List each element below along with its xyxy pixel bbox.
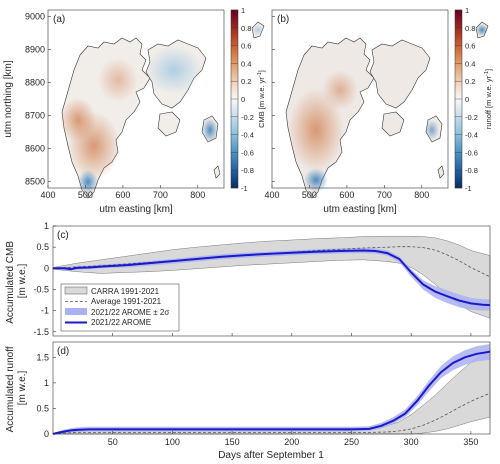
colorbar-tick-label: -0.8: [241, 166, 254, 175]
map-a: [60, 21, 265, 199]
x-tick-label: 150: [225, 437, 240, 447]
y-tick-label: 0: [44, 429, 49, 439]
axes-d: [52, 341, 491, 435]
y-tick-label: 8600: [25, 143, 45, 153]
colorbar-tick-label: -0.6: [465, 148, 478, 157]
x-axis-label-d: Days after September 1: [218, 450, 324, 461]
y-tick-label: 9000: [25, 12, 45, 22]
series-band-arome: [53, 248, 490, 311]
x-tick-label: 600: [115, 190, 130, 200]
panel-a: 400 500 600 700 800850086008700880089009000 …: [3, 6, 266, 215]
colorbar-tick-label: 0.8: [241, 24, 251, 33]
axis-ticks-a: 400 500 600 700 800 8500 8600 8700 8800 8900 9000: [25, 12, 205, 200]
y-axis-label-d: Accumulated runoff [m w.e.]: [5, 344, 28, 433]
x-tick-label: 600: [339, 190, 354, 200]
panel-c: 1 0.5 0 -0.5 -1 -1.5 (c) Accumulated CMB [m w…: [5, 221, 491, 337]
x-axis-label-a: utm easting [km]: [99, 204, 173, 215]
axis-ticks-b: 400 500 600 700 800: [264, 16, 429, 200]
colorbar-ticks-b: 1 0.8 0.6 0.4 0.2 0 -0.2 -0.4 -0.6 -0.8 -1: [455, 6, 478, 193]
x-tick-label: 800: [190, 190, 205, 200]
axes-b: [271, 9, 449, 189]
x-tick-label: 500: [302, 190, 317, 200]
map-b: [285, 21, 489, 199]
x-tick-label: 400: [40, 190, 55, 200]
panel-label-a: (a): [53, 14, 65, 25]
legend-swatch-carra: [64, 286, 88, 295]
x-ticks-c: [112, 333, 472, 336]
x-ticks-d: 50 100 150 200 250 300 350: [108, 431, 478, 447]
x-tick-label: 300: [404, 437, 419, 447]
x-tick-label: 700: [377, 190, 392, 200]
x-tick-label: 700: [153, 190, 168, 200]
y-tick-label: 0.5: [36, 242, 49, 252]
colorbar-tick-label: 1: [465, 6, 469, 15]
legend-label-arome-band: 2021/22 AROME ± 2σ: [91, 308, 169, 317]
y-ticks-c: 1 0.5 0 -0.5 -1 -1.5: [33, 221, 56, 337]
y-tick-label: 0: [44, 263, 49, 273]
legend-label-average: Average 1991-2021: [91, 297, 162, 306]
colorbar-tick-label: 0.4: [241, 59, 251, 68]
y-tick-label: 8800: [25, 78, 45, 88]
colorbar-tick-label: -1: [465, 184, 472, 193]
y-axis-label-a: utm northing [km]: [3, 60, 14, 137]
colorbar-label-a: CMB [m w.e. yr-1]: [257, 70, 266, 128]
panel-label-c: (c): [57, 230, 69, 241]
series-line-average: [52, 392, 491, 435]
y-tick-label: 8500: [25, 176, 45, 186]
x-tick-label: 350: [463, 437, 478, 447]
axes-c: [52, 225, 491, 337]
legend-label-arome: 2021/22 AROME: [91, 318, 151, 327]
x-tick-label: 250: [344, 437, 359, 447]
colorbar-tick-label: 0.4: [465, 59, 475, 68]
x-tick-label: 500: [78, 190, 93, 200]
colorbar-tick-label: 0.6: [465, 42, 475, 51]
x-tick-label: 100: [165, 437, 180, 447]
colorbar-tick-label: -0.4: [465, 131, 478, 140]
x-tick-label: 800: [414, 190, 429, 200]
x-axis-label-b: utm easting [km]: [323, 204, 397, 215]
axes-a: [47, 9, 225, 189]
colorbar-tick-label: 1: [241, 6, 245, 15]
colorbar-tick-label: 0.8: [465, 24, 475, 33]
colorbar-tick-label: -1: [241, 184, 248, 193]
legend-swatch-arome-band: [65, 308, 87, 315]
x-tick-label: 200: [284, 437, 299, 447]
series-line-arome: [52, 350, 491, 435]
y-tick-label: -1: [41, 306, 49, 316]
colorbar-tick-label: -0.2: [241, 113, 254, 122]
x-tick-label: 400: [264, 190, 279, 200]
y-tick-label: 1.5: [36, 352, 49, 362]
colorbar-tick-label: 0.2: [241, 77, 251, 86]
legend-c: CARRA 1991-2021 Average 1991-2021 2021/2…: [60, 283, 180, 332]
x-tick-label: 50: [108, 437, 118, 447]
y-axis-label-c: Accumulated CMB [m w.e.]: [5, 238, 28, 324]
y-tick-label: 8900: [25, 45, 45, 55]
colorbar-label-b: runoff [m w.e. yr-1]: [484, 69, 493, 129]
colorbar-tick-label: 0.2: [465, 77, 475, 86]
colorbar-tick-label: 0: [465, 95, 469, 104]
y-tick-label: 0.5: [36, 403, 49, 413]
colorbar-tick-label: -0.6: [241, 148, 254, 157]
colorbar-tick-label: 0.6: [241, 42, 251, 51]
colorbar-ticks-a: 1 0.8 0.6 0.4 0.2 0 -0.2 -0.4 -0.6 -0.8 -1: [231, 6, 254, 193]
colorbar-tick-label: -0.4: [241, 131, 254, 140]
panel-label-b: (b): [277, 14, 289, 25]
y-tick-label: 8700: [25, 110, 45, 120]
legend-label-carra: CARRA 1991-2021: [91, 287, 160, 296]
plot-area-d: [52, 344, 491, 435]
y-tick-label: 1: [44, 221, 49, 231]
panel-label-d: (d): [57, 346, 69, 357]
y-tick-label: -1.5: [33, 327, 49, 337]
y-tick-label: -0.5: [33, 284, 49, 294]
y-ticks-d: 1.5 1 0.5 0: [36, 352, 56, 439]
panel-d: 1.5 1 0.5 0 50 100 150 200 250 300 350 (d) Accumu…: [5, 341, 491, 461]
colorbar-tick-label: -0.2: [465, 113, 478, 122]
colorbar-tick-label: -0.8: [465, 166, 478, 175]
colorbar-tick-label: 0: [241, 95, 245, 104]
series-line-arome: [53, 249, 491, 307]
y-tick-label: 1: [44, 378, 49, 388]
panel-b: 400 500 600 700 800 (b) utm easting [km] 1 0.…: [264, 6, 493, 215]
